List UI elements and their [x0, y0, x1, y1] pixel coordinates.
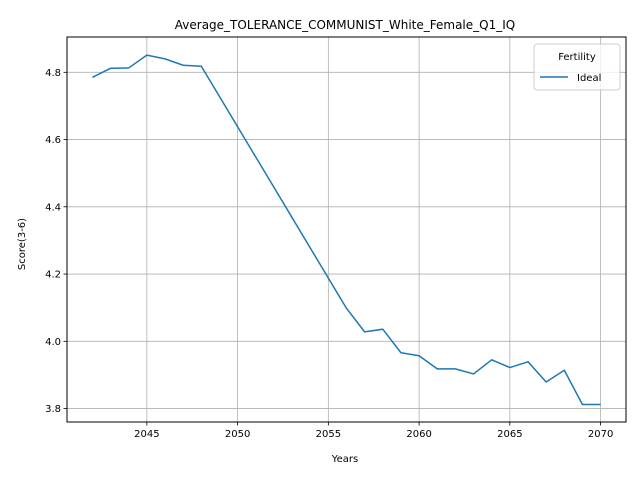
legend-entry-ideal: Ideal [577, 73, 601, 84]
y-tick-label: 4.8 [45, 68, 61, 79]
legend-title: Fertility [558, 52, 596, 63]
chart-title: Average_TOLERANCE_COMMUNIST_White_Female… [175, 18, 515, 32]
legend: Fertility Ideal [533, 43, 621, 91]
x-tick-label: 2050 [225, 429, 250, 440]
x-tick-label: 2055 [316, 429, 341, 440]
x-tick-label: 2070 [588, 429, 613, 440]
x-axis-ticks: 2045 2050 2055 2060 2065 2070 [134, 422, 613, 440]
grid [67, 37, 626, 422]
x-tick-label: 2060 [406, 429, 431, 440]
y-tick-label: 4.2 [45, 270, 61, 281]
x-axis-label: Years [331, 454, 358, 465]
series-lines [92, 54, 601, 406]
y-axis-label: Score(3-6) [17, 218, 28, 270]
x-tick-label: 2045 [134, 429, 159, 440]
x-tick-label: 2065 [497, 429, 522, 440]
y-tick-label: 4.6 [45, 135, 61, 146]
plot-frame [66, 36, 627, 423]
y-tick-label: 3.8 [45, 404, 61, 415]
series-line-ideal [92, 54, 601, 406]
y-axis-ticks: 3.8 4.0 4.2 4.4 4.6 4.8 [45, 68, 67, 415]
legend-box [533, 43, 621, 91]
y-tick-label: 4.4 [45, 202, 61, 213]
y-tick-label: 4.0 [45, 337, 61, 348]
